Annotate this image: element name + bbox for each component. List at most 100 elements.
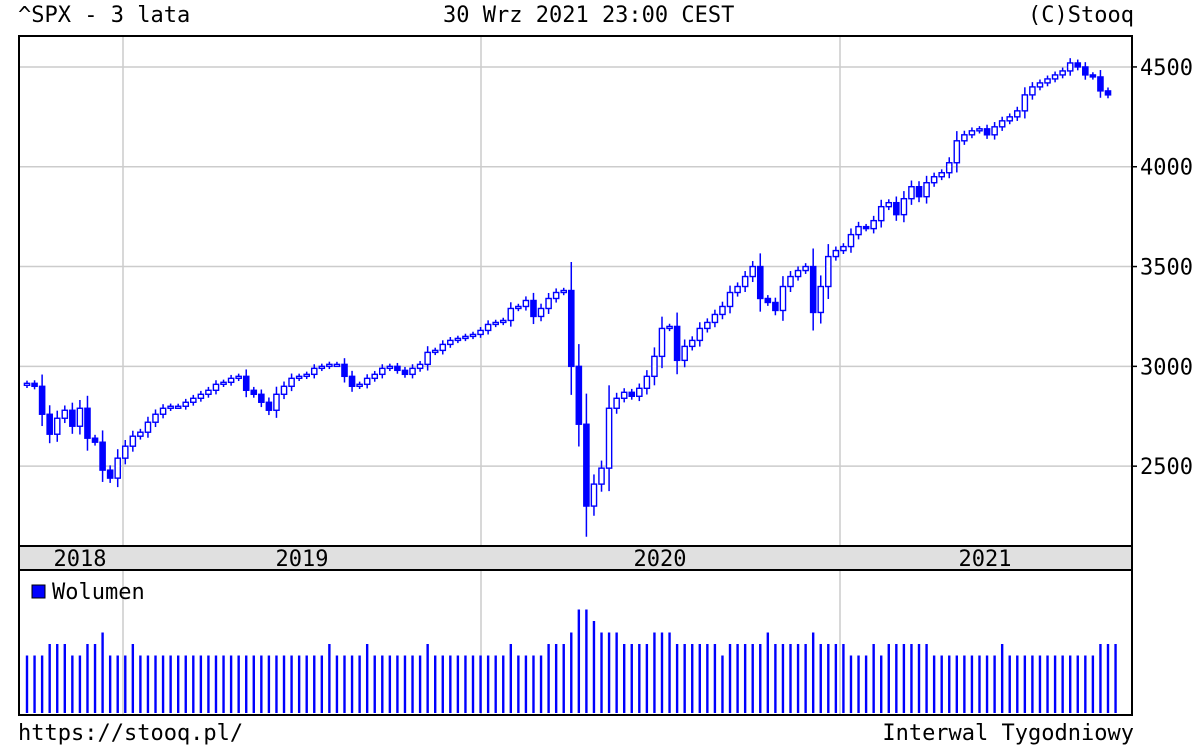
candle (817, 275, 825, 324)
candle (522, 296, 530, 311)
candle (167, 403, 174, 411)
candle (99, 430, 106, 482)
candle (326, 361, 333, 370)
candle (288, 373, 295, 392)
candle (182, 398, 190, 410)
timeline-band (18, 545, 1133, 571)
candle (386, 363, 394, 372)
candle (1066, 58, 1074, 76)
candle (484, 320, 492, 335)
candle (424, 346, 431, 371)
candle (515, 303, 522, 312)
candle (998, 116, 1006, 131)
candle (341, 358, 348, 383)
candle (628, 388, 636, 400)
candle (220, 379, 227, 388)
candle (469, 331, 477, 340)
candle (205, 386, 212, 398)
candle (613, 392, 620, 414)
candle (507, 302, 515, 327)
candle (197, 390, 205, 402)
candle (1082, 62, 1089, 80)
candle (900, 191, 908, 223)
y-tick-label: 2500 (1140, 455, 1193, 480)
candle (530, 292, 537, 325)
x-axis-labels: 2018 2019 2020 2021 (54, 547, 1012, 572)
candle (764, 295, 772, 306)
candle (137, 428, 144, 440)
candle (1074, 59, 1082, 71)
candle (953, 131, 961, 173)
candle (983, 124, 991, 139)
candle (658, 316, 666, 369)
candle (825, 244, 832, 299)
candle (242, 369, 250, 398)
candle (726, 285, 734, 314)
candle (1097, 70, 1104, 98)
candle (1006, 113, 1014, 125)
candle (363, 374, 371, 389)
volume-legend-label: Wolumen (52, 580, 145, 605)
candle (212, 380, 220, 395)
price-grid (20, 66, 1131, 467)
candle (779, 276, 787, 321)
candle (749, 261, 757, 283)
candle (945, 157, 953, 179)
candle (870, 215, 877, 234)
candle (333, 361, 341, 368)
candle (235, 373, 242, 382)
candle (991, 122, 998, 140)
candle (1089, 72, 1097, 80)
year-grid (122, 37, 841, 546)
y-tick-label: 3000 (1140, 355, 1193, 380)
candle (1029, 82, 1036, 100)
candle (802, 263, 809, 274)
candle (847, 228, 855, 253)
candle (696, 322, 704, 347)
x-tick-label: 2021 (959, 547, 1012, 572)
candle (1051, 71, 1059, 83)
x-tick-label: 2019 (276, 547, 329, 572)
candle (681, 339, 688, 368)
candle (401, 366, 409, 378)
candle (666, 323, 673, 332)
candle (636, 383, 643, 402)
candle (462, 333, 469, 342)
candle (915, 181, 923, 203)
candle (976, 126, 983, 134)
candle (1021, 87, 1029, 119)
candle (938, 169, 945, 181)
candle (431, 347, 439, 356)
candle (605, 385, 613, 492)
candle (537, 303, 545, 322)
candle (174, 403, 182, 409)
candle (560, 287, 568, 296)
candle (152, 409, 159, 428)
candle (144, 416, 152, 438)
candle (673, 312, 681, 375)
candle (378, 364, 386, 379)
candle (1104, 87, 1112, 99)
candle (121, 440, 129, 465)
candle (31, 380, 38, 390)
candle (877, 199, 885, 228)
candle (318, 363, 326, 372)
volume-legend-swatch (31, 584, 46, 599)
candle (159, 404, 167, 419)
candle (280, 381, 288, 400)
candle (227, 374, 235, 386)
copyright-label: (C)Stooq (1028, 3, 1134, 28)
candle (371, 370, 379, 382)
candlestick-series (23, 58, 1112, 537)
candle (1044, 75, 1051, 87)
candle (53, 410, 61, 442)
x-tick-label: 2018 (54, 547, 107, 572)
candle (908, 180, 915, 205)
candle (567, 261, 575, 395)
candle (809, 248, 817, 331)
candle (620, 388, 628, 403)
candle (552, 288, 560, 303)
candle (265, 397, 273, 416)
y-axis-labels: 2500 3000 3500 4000 4500 (1131, 56, 1193, 480)
candle (832, 246, 840, 261)
